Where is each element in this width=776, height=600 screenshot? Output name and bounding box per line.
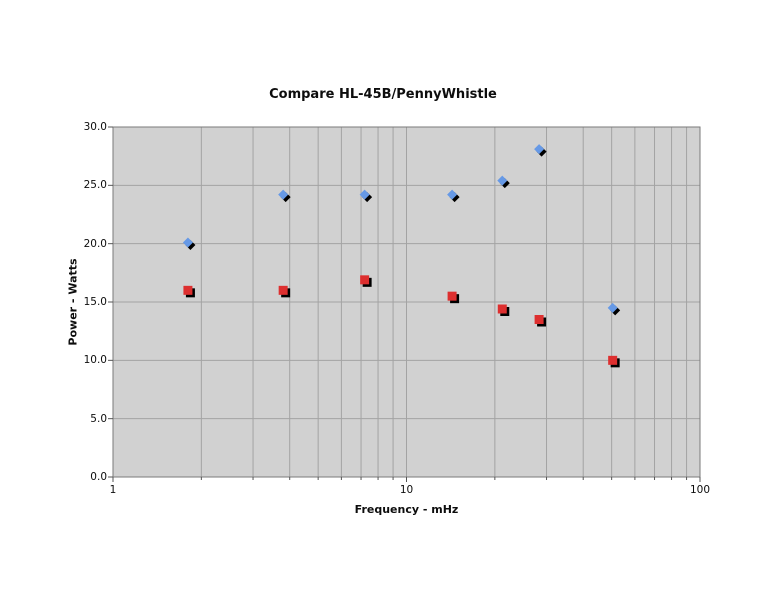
x-tick-label: 1 xyxy=(109,484,117,496)
marker-red-square xyxy=(183,285,193,295)
marker-red-square xyxy=(447,291,457,301)
marker-red-square xyxy=(608,355,618,365)
y-tick-label: 30.0 xyxy=(83,121,107,133)
y-tick-label: 5.0 xyxy=(90,412,107,425)
marker-red-square xyxy=(534,315,544,324)
marker-blue-diamond xyxy=(359,189,370,200)
marker-blue-diamond xyxy=(447,189,458,200)
marker-red-square xyxy=(278,285,288,295)
marker-red-square xyxy=(360,275,370,285)
marker-red-square xyxy=(497,304,507,314)
y-tick-label: 25.0 xyxy=(83,179,107,192)
marker-blue-diamond xyxy=(278,189,289,200)
chart-title: Compare HL-45B/PennyWhistle xyxy=(269,87,497,102)
y-tick-label: 0.0 xyxy=(90,471,107,483)
marker-blue-diamond xyxy=(534,144,545,155)
marker-blue-diamond xyxy=(607,302,618,313)
y-axis-title: Power - Watts xyxy=(66,258,80,346)
x-tick-label: 10 xyxy=(399,484,414,496)
x-tick-label: 100 xyxy=(689,484,711,496)
y-tick-label: 20.0 xyxy=(83,237,107,250)
marker-blue-diamond xyxy=(497,175,508,186)
x-axis-title: Frequency - mHz xyxy=(354,503,459,516)
y-tick-label: 10.0 xyxy=(83,354,107,367)
y-tick-label: 15.0 xyxy=(83,296,107,308)
marker-blue-diamond xyxy=(182,237,193,248)
